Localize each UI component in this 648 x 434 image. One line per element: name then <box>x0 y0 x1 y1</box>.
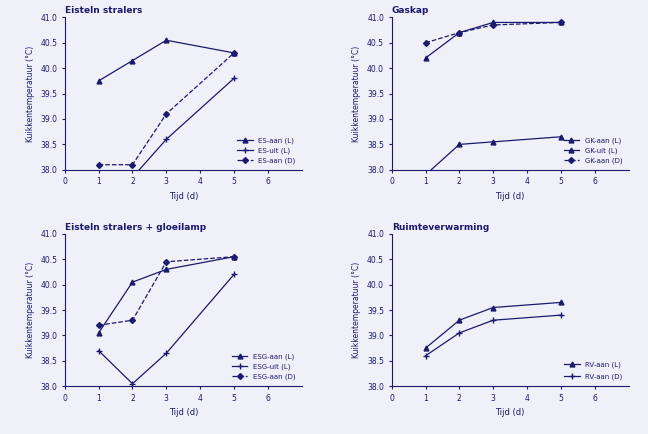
ES-uit (L) <box>163 137 170 142</box>
ES-aan (L) <box>163 38 170 43</box>
Text: Gaskap: Gaskap <box>391 6 429 15</box>
GK-aan (D) <box>422 40 430 46</box>
X-axis label: Tijd (d): Tijd (d) <box>496 408 525 418</box>
ESG-uit (L) <box>95 348 102 353</box>
GK-uit (L) <box>489 139 497 145</box>
ESG-aan (L) <box>128 279 136 285</box>
ESG-aan (L) <box>163 267 170 272</box>
RV-aan (D) <box>422 353 430 358</box>
GK-aan (L) <box>557 20 565 25</box>
Line: ES-aan (L): ES-aan (L) <box>96 38 237 83</box>
ES-aan (D) <box>95 162 102 168</box>
ESG-aan (L) <box>230 254 238 259</box>
Y-axis label: Kuikkentemperatuur (°C): Kuikkentemperatuur (°C) <box>353 262 362 358</box>
Legend: GK-aan (L), GK-uit (L), GK-aan (D): GK-aan (L), GK-uit (L), GK-aan (D) <box>561 135 625 166</box>
Text: Eisteln stralers + gloeilamp: Eisteln stralers + gloeilamp <box>65 223 206 232</box>
GK-uit (L) <box>557 134 565 139</box>
Line: ES-aan (D): ES-aan (D) <box>97 51 236 167</box>
Line: RV-aan (D): RV-aan (D) <box>422 312 564 359</box>
Line: ESG-aan (D): ESG-aan (D) <box>97 255 236 327</box>
ESG-uit (L) <box>163 351 170 356</box>
X-axis label: Tijd (d): Tijd (d) <box>168 408 198 418</box>
GK-aan (L) <box>422 56 430 61</box>
GK-uit (L) <box>422 172 430 178</box>
Text: Eisteln stralers: Eisteln stralers <box>65 6 142 15</box>
X-axis label: Tijd (d): Tijd (d) <box>168 192 198 201</box>
Y-axis label: Kuikkentemperatuur (°C): Kuikkentemperatuur (°C) <box>353 46 362 142</box>
Legend: ES-aan (L), ES-uit (L), ES-aan (D): ES-aan (L), ES-uit (L), ES-aan (D) <box>235 135 298 166</box>
ESG-aan (D) <box>230 254 238 259</box>
ES-uit (L) <box>128 175 136 180</box>
ESG-uit (L) <box>128 381 136 386</box>
RV-aan (D) <box>456 330 463 335</box>
Y-axis label: Kuikkentemperatuur (°C): Kuikkentemperatuur (°C) <box>26 46 34 142</box>
ESG-aan (D) <box>95 323 102 328</box>
GK-aan (D) <box>489 23 497 28</box>
RV-aan (L) <box>422 345 430 351</box>
ES-aan (L) <box>230 50 238 56</box>
ESG-aan (D) <box>163 259 170 264</box>
ES-aan (D) <box>230 50 238 56</box>
ES-aan (L) <box>95 78 102 83</box>
RV-aan (D) <box>489 318 497 323</box>
Line: ES-uit (L): ES-uit (L) <box>95 75 237 186</box>
GK-aan (L) <box>456 30 463 35</box>
ES-aan (L) <box>128 58 136 63</box>
ES-uit (L) <box>95 180 102 185</box>
RV-aan (D) <box>557 312 565 318</box>
ES-aan (D) <box>128 162 136 168</box>
Legend: ESG-aan (L), ESG-uit (L), ESG-aan (D): ESG-aan (L), ESG-uit (L), ESG-aan (D) <box>229 351 298 383</box>
ESG-aan (L) <box>95 330 102 335</box>
RV-aan (L) <box>557 300 565 305</box>
Line: GK-aan (D): GK-aan (D) <box>423 20 563 45</box>
GK-aan (D) <box>456 30 463 35</box>
X-axis label: Tijd (d): Tijd (d) <box>496 192 525 201</box>
Legend: RV-aan (L), RV-aan (D): RV-aan (L), RV-aan (D) <box>561 358 625 383</box>
Line: ESG-aan (L): ESG-aan (L) <box>96 254 237 335</box>
Line: GK-uit (L): GK-uit (L) <box>423 135 563 178</box>
ES-aan (D) <box>163 111 170 116</box>
Line: GK-aan (L): GK-aan (L) <box>423 20 563 60</box>
Y-axis label: Kuikkentemperatuur (°C): Kuikkentemperatuur (°C) <box>26 262 34 358</box>
ESG-aan (D) <box>128 318 136 323</box>
GK-uit (L) <box>456 142 463 147</box>
ESG-uit (L) <box>230 272 238 277</box>
ES-uit (L) <box>230 76 238 81</box>
Line: ESG-uit (L): ESG-uit (L) <box>95 271 237 387</box>
RV-aan (L) <box>456 318 463 323</box>
RV-aan (L) <box>489 305 497 310</box>
GK-aan (L) <box>489 20 497 25</box>
Line: RV-aan (L): RV-aan (L) <box>423 300 563 351</box>
Text: Ruimteverwarming: Ruimteverwarming <box>391 223 489 232</box>
GK-aan (D) <box>557 20 565 25</box>
